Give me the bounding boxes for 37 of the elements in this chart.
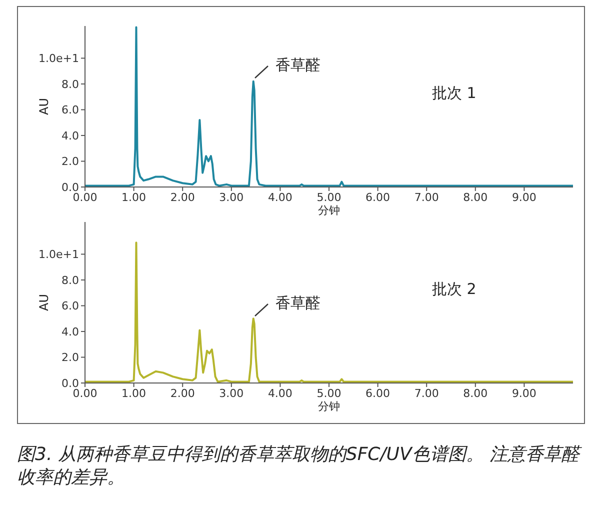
annotation: 批次 1 [432,84,476,102]
x-tick-label: 8.00 [463,190,488,204]
x-tick-label: 2.00 [170,386,195,400]
x-tick-label: 3.00 [219,386,244,400]
y-tick-label: 8.0 [62,274,79,287]
x-tick-label: 4.00 [268,190,292,204]
y-tick-label: 1.0e+1 [38,52,79,66]
x-tick-label: 2.00 [170,190,195,204]
y-axis-title: AU [37,294,52,311]
x-axis-title: 分钟 [318,400,340,413]
caption: 图3. 从两种香草豆中得到的香草萃取物的SFC/UV色谱图。 注意香草醛收率的差异。 [17,443,583,489]
x-tick-label: 1.00 [122,386,146,400]
x-tick-label: 7.00 [414,190,439,204]
x-tick-label: 9.00 [512,386,536,400]
x-tick-label: 5.00 [316,190,342,204]
y-tick-label: 4.0 [62,129,79,142]
x-tick-label: 8.00 [463,386,488,400]
x-tick-label: 1.00 [122,190,146,204]
y-axis-title: AU [37,98,52,115]
x-tick-label: 6.00 [366,386,390,400]
x-axis-title: 分钟 [318,204,340,217]
x-tick-label: 3.00 [219,190,244,204]
y-tick-label: 2.0 [62,155,79,168]
y-tick-label: 1.0e+1 [38,248,79,262]
x-tick-label: 5.00 [316,386,342,400]
y-tick-label: 6.0 [62,104,79,117]
y-tick-label: 4.0 [62,325,79,338]
x-tick-label: 9.00 [512,190,536,204]
annotation: 香草醛 [275,56,320,74]
x-tick-label: 4.00 [268,386,292,400]
annotation: 香草醛 [275,294,320,312]
y-tick-label: 8.0 [62,78,79,91]
y-tick-label: 2.0 [62,351,79,364]
x-tick-label: 7.00 [414,386,439,400]
x-tick-label: 6.00 [366,190,390,204]
annotation: 批次 2 [432,280,476,298]
y-tick-label: 6.0 [62,300,79,313]
